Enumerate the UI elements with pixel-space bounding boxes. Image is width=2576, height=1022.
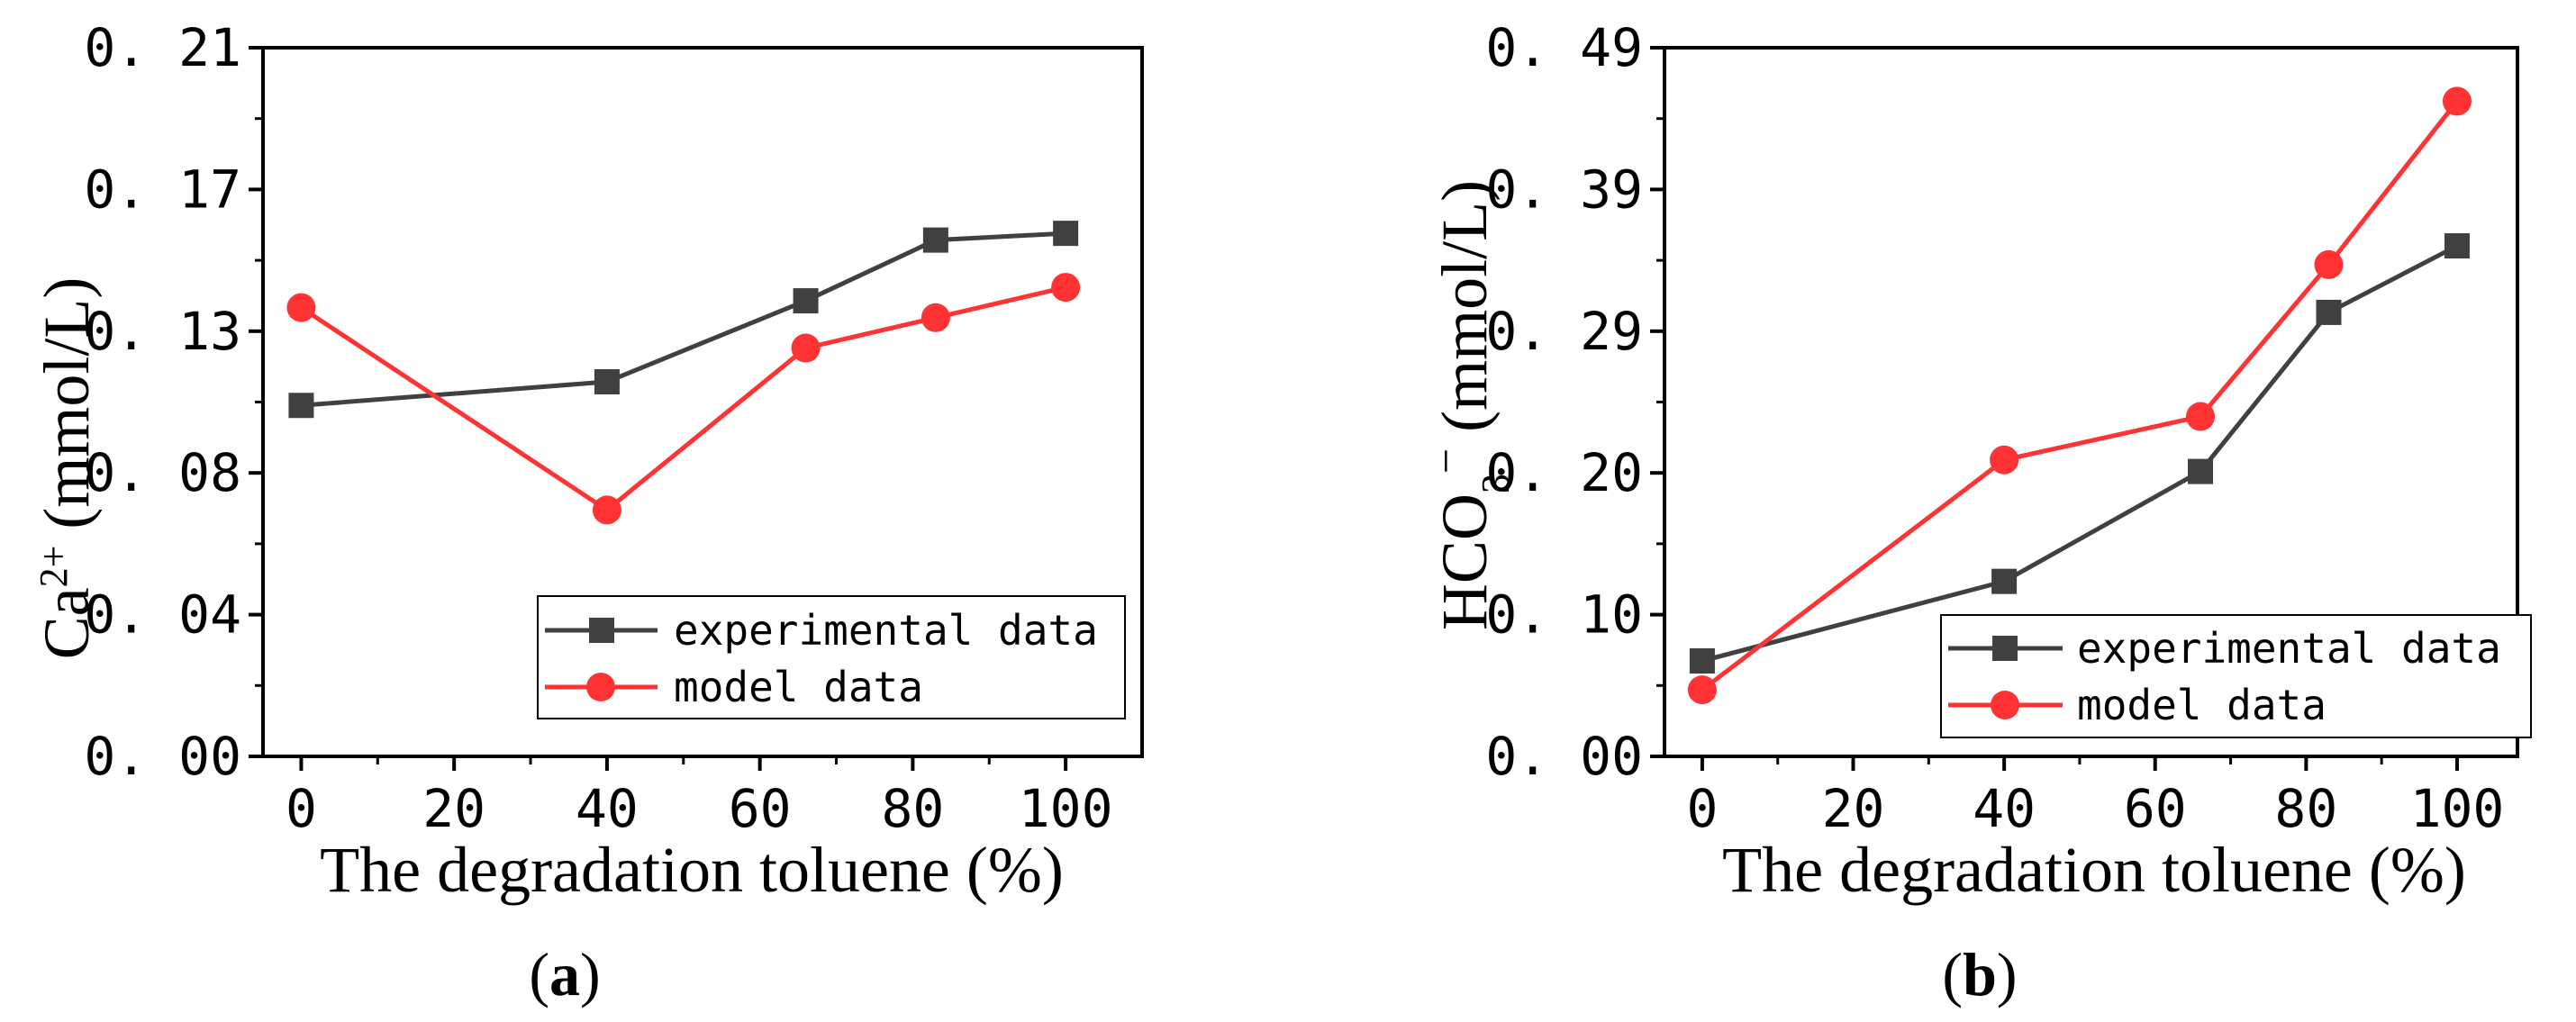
series-line-model [1701,99,2459,692]
data-point-experimental [594,369,620,395]
data-point-experimental [793,288,819,314]
panel-label-b: (b) [1942,940,2017,1008]
x-tick-label: 80 [881,778,944,839]
legend-box [1940,614,2532,738]
y-tick-label: 0. 29 [1485,301,1643,362]
y-tick-label: 0. 20 [1485,442,1643,503]
data-point-model [2314,249,2344,279]
chart-panel-b: 0. 00 0. 10 0. 20 0. 29 0. 39 0. 49 0 20 40 60 80 1… [1420,17,2532,1008]
series-line-experimental [1701,243,2459,664]
x-tick-label: 60 [2124,778,2187,839]
data-point-experimental [922,227,948,253]
chart-panel-a: 0. 00 0. 04 0. 08 0. 13 0. 17 0. 21 0 20 40 60 80 1… [31,17,1144,1008]
y-tick-label: 0. 00 [1485,726,1643,787]
data-point-experimental [2316,299,2342,325]
y-axis-title: Ca2+ (mmol/L) [31,277,103,660]
data-point-model [2442,86,2472,116]
y-tick-label: 0. 13 [84,301,241,362]
data-point-experimental [1053,221,1079,247]
legend-label-experimental: experimental data [674,606,1098,655]
legend-marker-model [1991,691,2019,719]
data-point-model [921,303,950,332]
x-tick-label: 40 [1973,778,2036,839]
x-tick-label: 0 [1686,778,1718,839]
legend: experimental data model data [537,595,1126,719]
legend-marker-experimental [1992,636,2018,661]
panel-label-a: (a) [529,940,600,1008]
x-tick-label: 100 [2410,778,2505,839]
legend-label-model: model data [2077,681,2327,729]
legend: experimental data model data [1940,614,2532,738]
data-point-model [592,495,621,525]
data-point-experimental [1991,568,2018,594]
series-line-experimental [301,231,1066,408]
y-tick-label: 0. 21 [84,17,241,78]
data-point-model [1051,273,1081,303]
y-tick-label: 0. 49 [1485,17,1643,78]
x-tick-label: 0 [286,778,317,839]
y-tick-label: 0. 00 [84,726,241,787]
legend-label-experimental: experimental data [2077,624,2501,673]
y-tick-label: 0. 08 [84,442,241,503]
legend-marker-experimental [589,618,614,643]
data-point-experimental [2188,458,2214,484]
y-tick-label: 0. 04 [84,584,241,646]
x-tick-label: 40 [576,778,639,839]
x-tick-label: 80 [2274,778,2337,839]
y-tick-label: 0. 17 [84,158,241,220]
legend-box [537,595,1126,719]
x-axis-title: The degradation toluene (%) [1722,834,2466,906]
data-point-experimental [2444,233,2470,259]
y-tick-label: 0. 39 [1485,158,1643,220]
x-tick-label: 100 [1019,778,1113,839]
legend-marker-model [586,673,615,701]
legend-label-model: model data [674,663,923,711]
x-axis-title: The degradation toluene (%) [320,834,1064,906]
data-point-model [1687,675,1717,705]
y-axis-title: HCO3− (mmol/L) [1420,180,1518,630]
y-tick-label: 0. 10 [1485,584,1643,646]
x-tick-label: 20 [1822,778,1885,839]
data-point-model [1990,445,2019,475]
data-point-experimental [288,393,314,419]
x-tick-label: 60 [729,778,792,839]
data-point-model [286,293,316,322]
data-point-experimental [1689,647,1715,674]
data-point-model [2186,402,2216,431]
x-tick-label: 20 [422,778,485,839]
data-point-model [791,333,821,363]
